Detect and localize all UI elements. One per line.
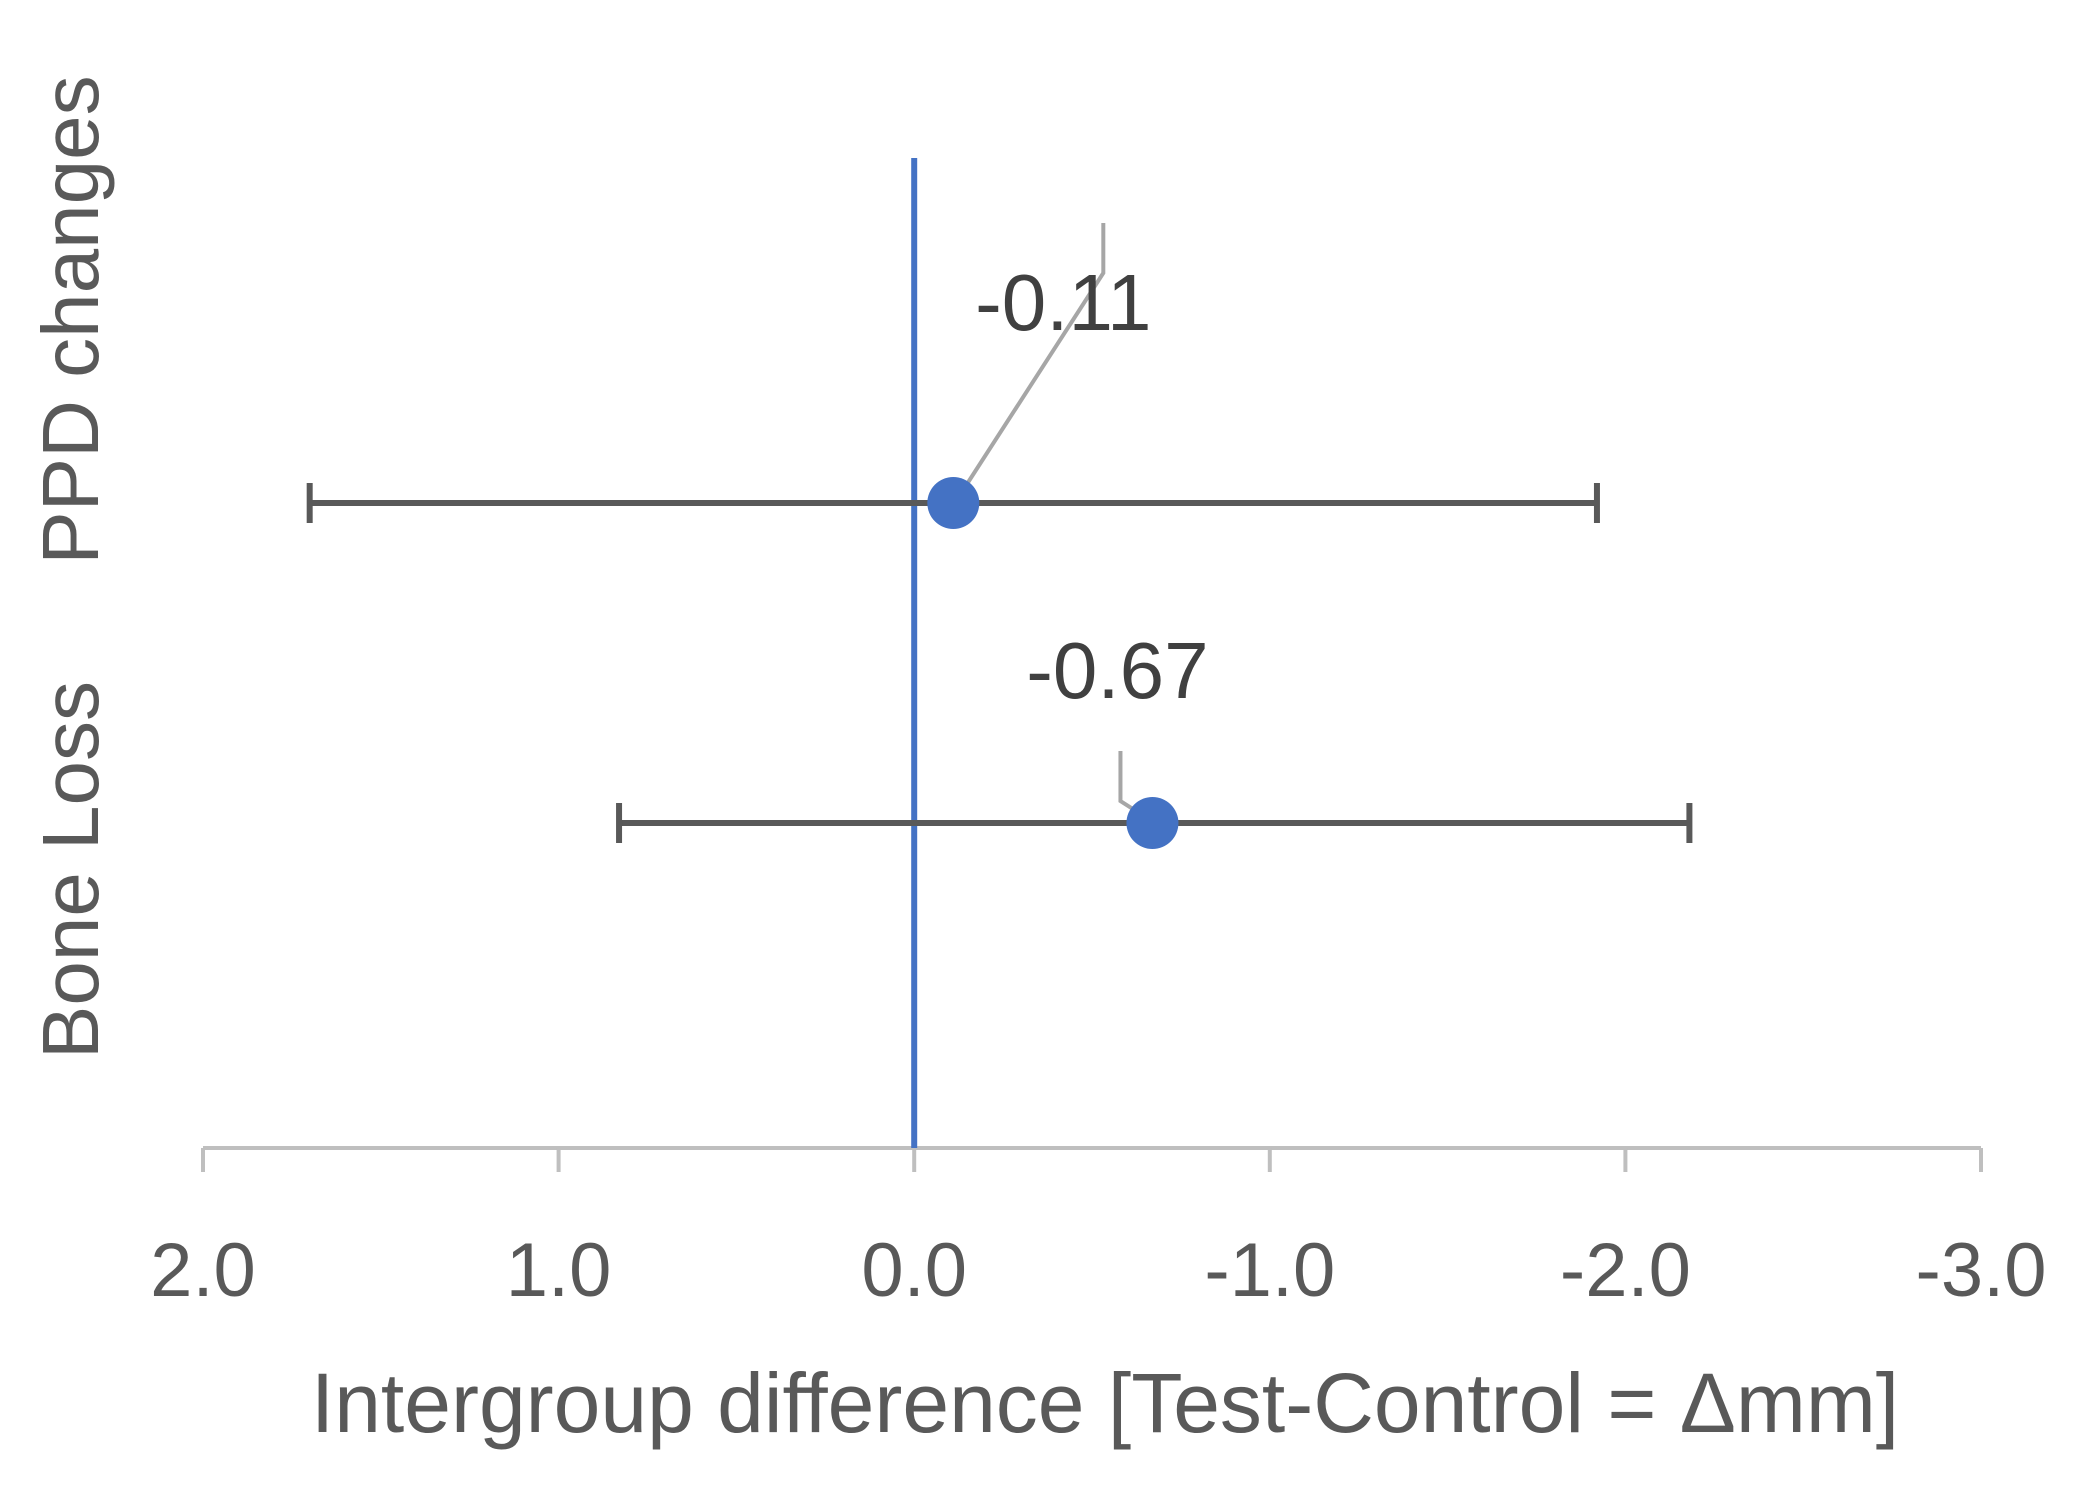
x-tick-label: 2.0	[150, 1228, 256, 1313]
x-tick-label: -3.0	[1916, 1228, 2047, 1313]
data-label: -0.67	[1026, 626, 1208, 715]
category-label: PPD changes	[26, 75, 115, 564]
x-tick-label: -2.0	[1560, 1228, 1691, 1313]
x-axis: 2.0 1.0 0.0 -1.0 -2.0 -3.0	[150, 1146, 2047, 1313]
data-point	[1126, 797, 1179, 849]
x-tick-label: 1.0	[506, 1228, 612, 1313]
category-labels: PPD changes Bone Loss	[26, 75, 115, 1059]
error-bars	[306, 483, 1693, 843]
data-point	[927, 477, 980, 529]
x-tick-label: 0.0	[861, 1228, 967, 1313]
data-labels: -0.11 -0.67	[975, 258, 1209, 715]
x-tick-label: -1.0	[1204, 1228, 1335, 1313]
leader-line	[955, 223, 1106, 501]
x-axis-title: Intergroup difference [Test-Control = Δm…	[311, 1356, 1899, 1450]
data-points	[927, 477, 1179, 849]
category-label: Bone Loss	[26, 681, 115, 1059]
data-label: -0.11	[975, 258, 1151, 347]
